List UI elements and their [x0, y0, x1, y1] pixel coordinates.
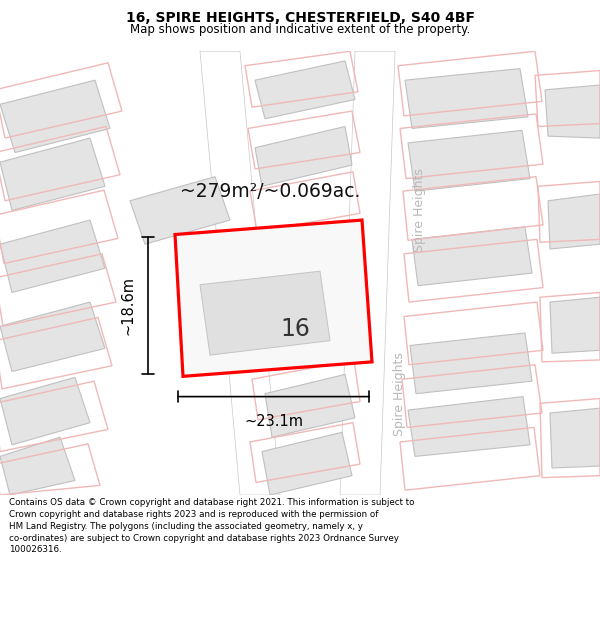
Polygon shape — [255, 126, 352, 186]
Polygon shape — [0, 80, 110, 152]
Text: 16, SPIRE HEIGHTS, CHESTERFIELD, S40 4BF: 16, SPIRE HEIGHTS, CHESTERFIELD, S40 4BF — [125, 11, 475, 25]
Text: Spire Heights: Spire Heights — [394, 352, 407, 436]
Polygon shape — [550, 408, 600, 468]
Polygon shape — [0, 138, 105, 211]
Polygon shape — [410, 333, 532, 394]
Polygon shape — [262, 432, 352, 495]
Text: Map shows position and indicative extent of the property.: Map shows position and indicative extent… — [130, 22, 470, 36]
Text: ~23.1m: ~23.1m — [244, 414, 303, 429]
Polygon shape — [200, 271, 330, 355]
Polygon shape — [412, 227, 532, 286]
Polygon shape — [0, 378, 90, 445]
Text: Contains OS data © Crown copyright and database right 2021. This information is : Contains OS data © Crown copyright and d… — [9, 498, 415, 554]
Polygon shape — [0, 220, 105, 292]
Polygon shape — [545, 85, 600, 138]
Polygon shape — [550, 298, 600, 353]
Polygon shape — [405, 69, 528, 128]
Polygon shape — [548, 194, 600, 249]
Polygon shape — [408, 397, 530, 456]
Polygon shape — [195, 244, 335, 355]
Polygon shape — [0, 437, 75, 495]
Text: 16: 16 — [280, 317, 310, 341]
Polygon shape — [175, 220, 372, 376]
Text: ~18.6m: ~18.6m — [121, 276, 136, 335]
Polygon shape — [408, 131, 530, 191]
Polygon shape — [130, 177, 230, 244]
Polygon shape — [200, 51, 280, 495]
Text: Spire Heights: Spire Heights — [413, 169, 427, 252]
Polygon shape — [255, 61, 355, 119]
Polygon shape — [0, 302, 105, 371]
Text: ~279m²/~0.069ac.: ~279m²/~0.069ac. — [180, 182, 360, 201]
Polygon shape — [265, 374, 355, 437]
Polygon shape — [340, 51, 395, 495]
